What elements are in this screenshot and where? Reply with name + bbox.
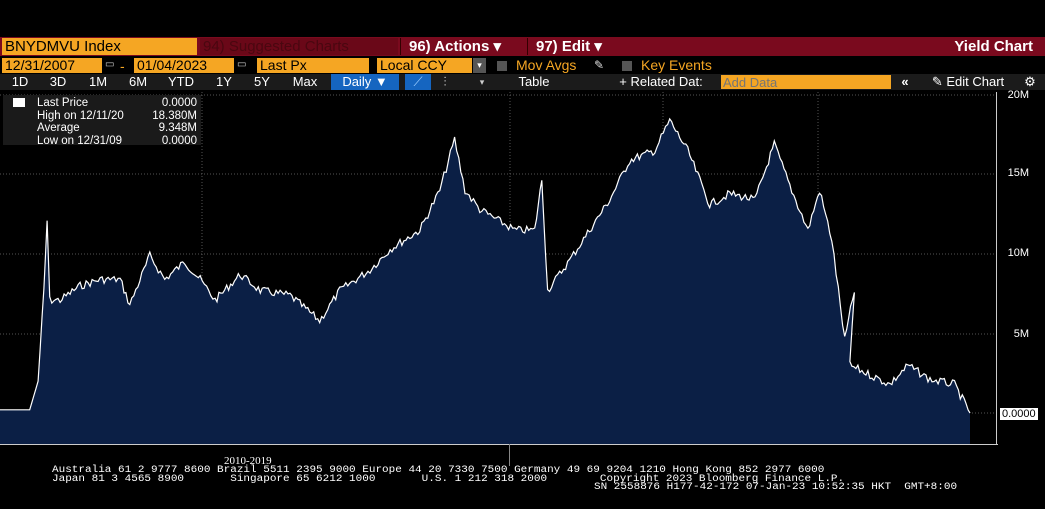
last-value-label: 0.0000	[1000, 408, 1038, 420]
collapse-button[interactable]: «	[901, 74, 909, 89]
y-tick-label: 5M	[1013, 328, 1029, 340]
start-date-field[interactable]: 12/31/2007	[2, 58, 102, 73]
series-area	[0, 118, 970, 444]
legend-label: Low on 12/31/09	[37, 134, 123, 147]
footer-line: Australia 61 2 9777 8600 Brazil 5511 239…	[52, 464, 825, 476]
pencil-icon[interactable]: ✎	[594, 58, 605, 72]
page-title: Yield Chart	[954, 38, 1033, 55]
legend-value: 18.380M	[152, 109, 197, 122]
key-events-label: Key Events	[641, 57, 712, 73]
date-separator: -	[120, 58, 125, 74]
line-chart-icon[interactable]: ⟋	[405, 74, 431, 90]
series-line	[0, 117, 971, 414]
period-3d[interactable]: 3D	[49, 74, 67, 89]
legend-value: 0.0000	[161, 134, 197, 147]
currency-select[interactable]: Local CCY	[377, 58, 472, 73]
table-button[interactable]: Table	[518, 74, 550, 89]
period-max[interactable]: Max	[292, 74, 318, 89]
end-date-field[interactable]: 01/04/2023	[134, 58, 234, 73]
period-1m[interactable]: 1M	[88, 74, 108, 89]
y-axis	[996, 92, 997, 444]
mov-avgs-label: Mov Avgs	[516, 57, 577, 73]
key-events-checkbox[interactable]	[622, 61, 632, 71]
period-1y[interactable]: 1Y	[216, 74, 232, 89]
x-axis-label: 2010-2019	[224, 455, 272, 467]
legend: Last Price 0.0000 High on 12/11/20 18.380M…	[3, 95, 201, 148]
legend-row: High on 12/11/20 18.380M	[7, 110, 197, 123]
bar-chart-icon[interactable]: ⫶	[443, 74, 447, 89]
legend-label: Last Price	[37, 97, 89, 109]
legend-row: Last Price 0.0000	[7, 97, 197, 110]
legend-label: High on 12/11/20	[37, 109, 124, 122]
calendar-icon[interactable]: ▭	[105, 59, 115, 70]
edit-menu[interactable]: 97) Edit ▾	[527, 38, 619, 55]
legend-value: 9.348M	[158, 122, 197, 134]
ticker-field[interactable]: BNYDMVU Index	[2, 38, 197, 55]
frequency-select[interactable]: Daily ▼	[331, 74, 399, 90]
legend-label: Average	[37, 122, 80, 134]
suggested-charts-menu[interactable]: 94) Suggested Charts	[200, 38, 398, 55]
footer: Australia 61 2 9777 8600 Brazil 5511 239…	[52, 464, 958, 493]
x-axis	[0, 444, 998, 445]
series-swatch	[13, 98, 25, 107]
footer-line: Japan 81 3 4565 8900 Singapore 65 6212 1…	[52, 473, 845, 484]
period-5y[interactable]: 5Y	[254, 74, 270, 89]
legend-row: Average 9.348M	[7, 122, 197, 135]
related-data-label: + Related Dat:	[619, 74, 703, 89]
x-divider	[509, 444, 510, 466]
y-tick-label: 20M	[1007, 89, 1029, 101]
add-data-input[interactable]	[721, 75, 891, 89]
y-tick-label: 10M	[1007, 247, 1029, 259]
legend-row: Low on 12/31/09 0.0000	[7, 135, 197, 148]
legend-value: 0.0000	[161, 97, 197, 109]
chevron-down-icon[interactable]: ▾	[479, 77, 485, 87]
period-6m[interactable]: 6M	[128, 74, 148, 89]
actions-menu[interactable]: 96) Actions ▾	[400, 38, 525, 55]
settings-icon[interactable]: ⚙	[1024, 74, 1036, 89]
chevron-down-icon[interactable]: ▾	[473, 58, 486, 73]
period-1d[interactable]: 1D	[11, 74, 29, 89]
chart-plot	[0, 92, 996, 444]
y-tick-label: 15M	[1007, 167, 1029, 179]
calendar-icon[interactable]: ▭	[237, 59, 247, 70]
footer-line: SN 2558876 H177-42-172 07-Jan-23 10:52:3…	[594, 481, 958, 493]
edit-chart-button[interactable]: ✎ Edit Chart	[931, 74, 1005, 89]
mov-avgs-checkbox[interactable]	[497, 61, 507, 71]
price-field-select[interactable]: Last Px	[257, 58, 369, 73]
period-ytd[interactable]: YTD	[168, 74, 194, 89]
